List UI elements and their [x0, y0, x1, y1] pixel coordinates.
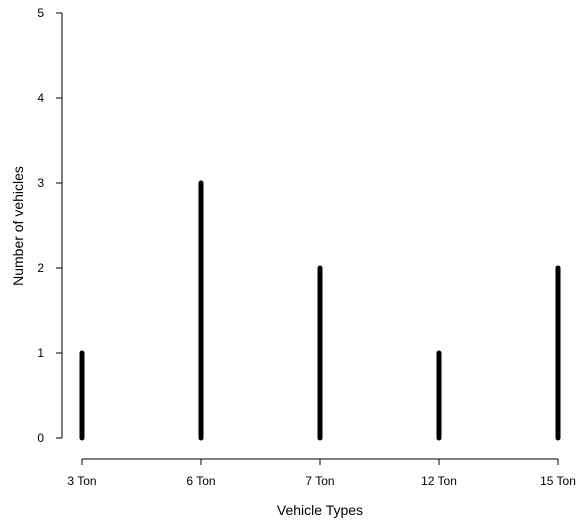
x-axis: 3 Ton 6 Ton 7 Ton 12 Ton 15 Ton	[67, 458, 576, 488]
y-tick-label: 5	[37, 6, 44, 20]
x-tick-label: 3 Ton	[67, 474, 96, 488]
y-axis: 0 1 2 3 4 5	[37, 6, 63, 445]
x-tick-label: 15 Ton	[540, 474, 576, 488]
x-tick-label: 7 Ton	[305, 474, 334, 488]
y-tick-label: 4	[37, 91, 44, 105]
y-tick-label: 1	[37, 346, 44, 360]
y-axis-title: Number of vehicles	[10, 166, 26, 286]
x-axis-title: Vehicle Types	[277, 502, 363, 518]
x-tick-label: 12 Ton	[421, 474, 457, 488]
bars	[79, 180, 561, 441]
y-tick-label: 0	[37, 431, 44, 445]
y-tick-label: 2	[37, 261, 44, 275]
x-tick-label: 6 Ton	[186, 474, 215, 488]
y-tick-label: 3	[37, 176, 44, 190]
